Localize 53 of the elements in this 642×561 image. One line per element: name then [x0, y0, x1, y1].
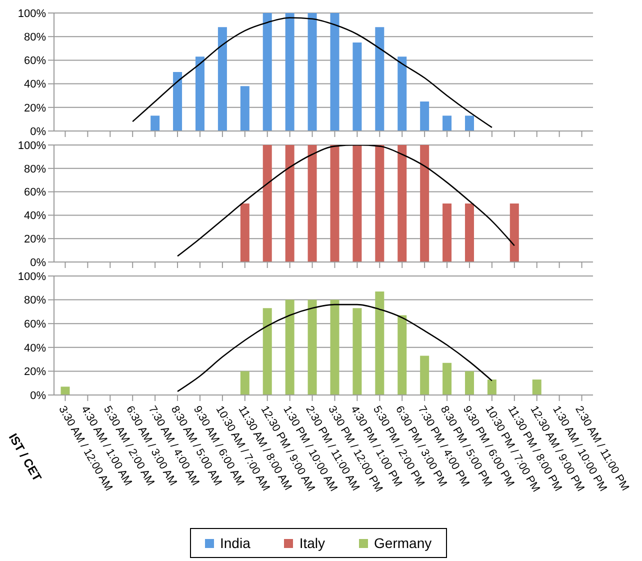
bar [487, 380, 496, 395]
y-tick-label: 20% [24, 366, 46, 378]
bar [195, 56, 204, 131]
bar [60, 386, 70, 395]
bar [464, 116, 474, 131]
bar [375, 291, 384, 395]
bar [442, 362, 452, 395]
y-tick-label: 100% [18, 8, 46, 20]
bar [352, 308, 362, 395]
line-series [176, 145, 516, 257]
bar [308, 13, 317, 131]
bar [218, 27, 227, 131]
y-tick-label: 60% [24, 55, 46, 68]
y-tick-label: 60% [24, 186, 46, 199]
bar [442, 116, 452, 131]
y-tick-label: 80% [24, 294, 46, 307]
legend-label: Germany [374, 535, 432, 551]
bar [398, 315, 407, 395]
y-tick-label: 80% [24, 32, 46, 44]
bar [262, 308, 272, 395]
y-tick-label: 60% [24, 318, 46, 331]
y-tick-label: 40% [24, 210, 46, 222]
bar [352, 42, 362, 131]
bar [240, 86, 250, 131]
y-tick-label: 0% [30, 126, 46, 138]
bar [150, 116, 160, 131]
bar [420, 102, 430, 131]
bar [308, 300, 317, 395]
legend-label: India [220, 535, 250, 551]
bar [262, 13, 272, 131]
bar [173, 72, 182, 131]
y-tick-label: 100% [18, 270, 46, 283]
y-tick-label: 0% [30, 390, 46, 402]
y-tick-label: 40% [24, 342, 46, 354]
bar [240, 371, 250, 395]
bar [464, 371, 474, 395]
line-series [132, 17, 493, 128]
line-series [176, 304, 493, 392]
y-tick-label: 0% [30, 256, 46, 269]
y-tick-label: 20% [24, 102, 46, 114]
bar [330, 13, 340, 131]
bar [375, 27, 384, 131]
y-tick-label: 40% [24, 78, 46, 91]
bar [285, 13, 294, 131]
y-tick-label: 20% [24, 234, 46, 246]
bar [285, 300, 294, 395]
bar [398, 56, 407, 131]
bar [330, 300, 340, 395]
bar [532, 380, 542, 395]
y-tick-label: 80% [24, 163, 46, 176]
legend-label: Italy [299, 535, 326, 551]
bar [420, 356, 430, 395]
y-tick-label: 100% [18, 140, 46, 152]
